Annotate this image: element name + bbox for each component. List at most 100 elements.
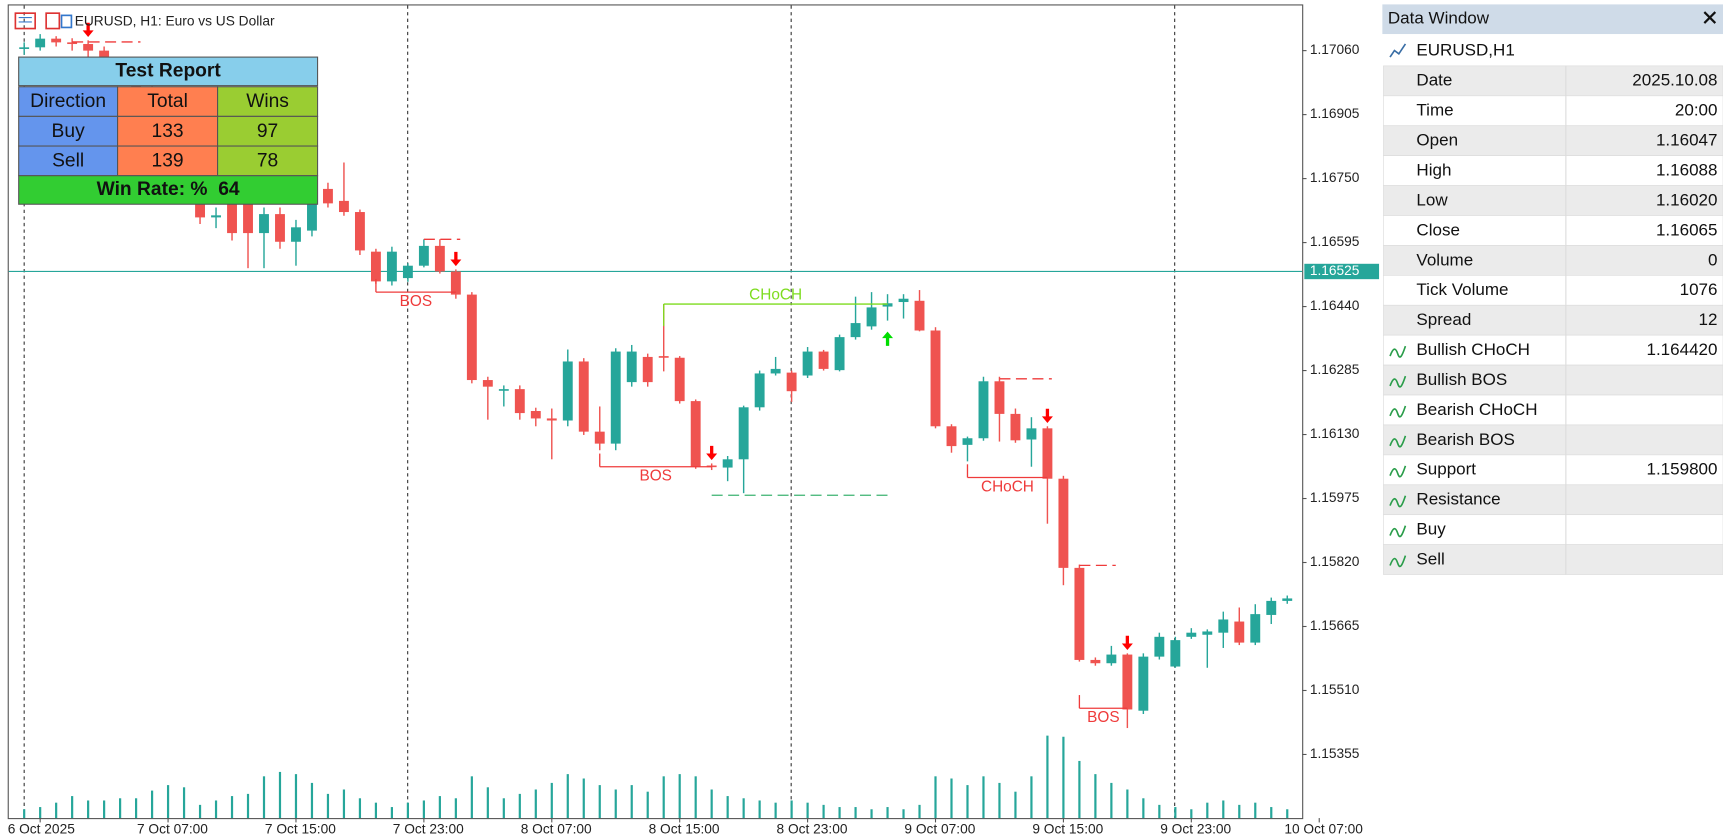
chart-icons[interactable] <box>14 12 73 30</box>
candle-body <box>1218 619 1229 633</box>
candle-body <box>1154 636 1165 657</box>
indicator-icon <box>1389 375 1407 388</box>
current-price-label: 1.16525 <box>1310 263 1360 278</box>
row-name: Date <box>1416 71 1452 90</box>
candle-body <box>1026 428 1037 440</box>
indicator-icon <box>1389 465 1407 478</box>
candle-body <box>370 251 381 282</box>
data-window-header <box>1382 4 1723 35</box>
row-name: Spread <box>1416 310 1471 329</box>
win-rate: Win Rate: % 64 <box>97 179 240 200</box>
candle-body <box>882 303 893 307</box>
row-value: 2025.10.08 <box>1632 71 1717 90</box>
report-cell-text: Total <box>147 91 188 112</box>
candle-body <box>818 351 829 369</box>
data-window-title: Data Window <box>1388 9 1490 28</box>
candle-body <box>1266 600 1277 615</box>
candle-body <box>386 251 397 282</box>
report-title-bg <box>18 56 319 87</box>
candle-body <box>243 203 253 234</box>
candle-body <box>738 407 749 460</box>
window-icon[interactable] <box>60 14 73 29</box>
report-cell-text: 97 <box>257 121 278 142</box>
report-cell-text: 133 <box>152 121 184 142</box>
candle-body <box>1170 640 1181 667</box>
report-cell <box>217 145 319 177</box>
row-bg <box>1383 514 1723 545</box>
candle-body <box>1090 659 1101 664</box>
candle-body <box>1202 631 1213 635</box>
candle-body <box>642 356 653 383</box>
candle-body <box>402 265 413 279</box>
price-label: 1.16750 <box>1310 170 1360 185</box>
row-bg <box>1383 394 1723 426</box>
menu-icon[interactable] <box>14 12 36 30</box>
candle-body <box>434 245 445 272</box>
time-label: 8 Oct 23:00 <box>777 822 848 837</box>
row-bg <box>1383 155 1723 186</box>
candle-body <box>211 215 221 218</box>
candle-body <box>946 426 957 447</box>
candle-body <box>546 418 557 421</box>
candle-body <box>530 411 541 419</box>
candle-body <box>1250 614 1261 643</box>
template-icon[interactable] <box>45 12 61 30</box>
report-cell <box>217 115 319 147</box>
candle-body <box>450 271 461 295</box>
price-label: 1.16440 <box>1310 298 1360 313</box>
price-label: 1.15975 <box>1310 490 1360 505</box>
price-label: 1.15665 <box>1310 618 1360 633</box>
time-label: 6 Oct 2025 <box>8 822 76 837</box>
candle-body <box>962 438 973 445</box>
signal-arrow <box>82 22 94 38</box>
candle-body <box>19 47 30 49</box>
signal-arrow <box>706 445 718 461</box>
candle-body <box>1186 632 1197 637</box>
candle-body <box>1138 656 1149 711</box>
row-value: 1.16047 <box>1656 131 1718 150</box>
structure-label: BOS <box>400 293 432 310</box>
time-label: 9 Oct 07:00 <box>904 822 975 837</box>
candle-body <box>259 214 269 234</box>
report-cell <box>217 86 319 117</box>
report-cell-text: 139 <box>152 150 184 171</box>
close-button[interactable] <box>1703 11 1717 24</box>
time-label: 9 Oct 15:00 <box>1032 822 1103 837</box>
report-cell-text: Sell <box>52 150 84 171</box>
row-value: 12 <box>1699 310 1718 329</box>
candle-body <box>754 373 765 408</box>
time-label: 10 Oct 07:00 <box>1284 822 1363 837</box>
candle-body <box>67 42 78 45</box>
chart-marks: BOS CHoCH BOS CHoCH BOS <box>8 22 1303 819</box>
report-cell-text: Direction <box>30 91 106 112</box>
chart-icon <box>1389 43 1407 58</box>
candle-body <box>51 38 62 43</box>
structure-label: BOS <box>1087 709 1119 726</box>
report-cell-text: 78 <box>257 150 278 171</box>
row-value: 1.16088 <box>1656 161 1718 180</box>
indicator-icon <box>1389 405 1407 418</box>
candle-body <box>514 389 525 414</box>
row-value: 1.164420 <box>1646 340 1717 359</box>
row-name: Tick Volume <box>1416 280 1508 299</box>
indicator-icon <box>1389 555 1407 568</box>
candle-body <box>994 381 1005 414</box>
candle-body <box>466 294 477 381</box>
candle-body <box>690 401 701 467</box>
candle-body <box>898 298 909 303</box>
price-label: 1.15510 <box>1310 682 1360 697</box>
row-name: Resistance <box>1416 490 1500 509</box>
row-value: 1076 <box>1680 280 1718 299</box>
candle-body <box>866 307 877 327</box>
row-value: 20:00 <box>1675 101 1718 120</box>
row-value: 0 <box>1708 250 1717 269</box>
report-cell-text: Wins <box>246 91 289 112</box>
candle-body <box>658 356 669 358</box>
row-name: High <box>1416 161 1451 180</box>
test-report: Test Report Direction Total Wins Buy 133 97 Sel… <box>18 56 319 205</box>
data-window-symbol: EURUSD,H1 <box>1416 41 1514 60</box>
indicator-icon <box>1389 345 1407 358</box>
candle-body <box>578 361 589 432</box>
row-name: Time <box>1416 101 1453 120</box>
